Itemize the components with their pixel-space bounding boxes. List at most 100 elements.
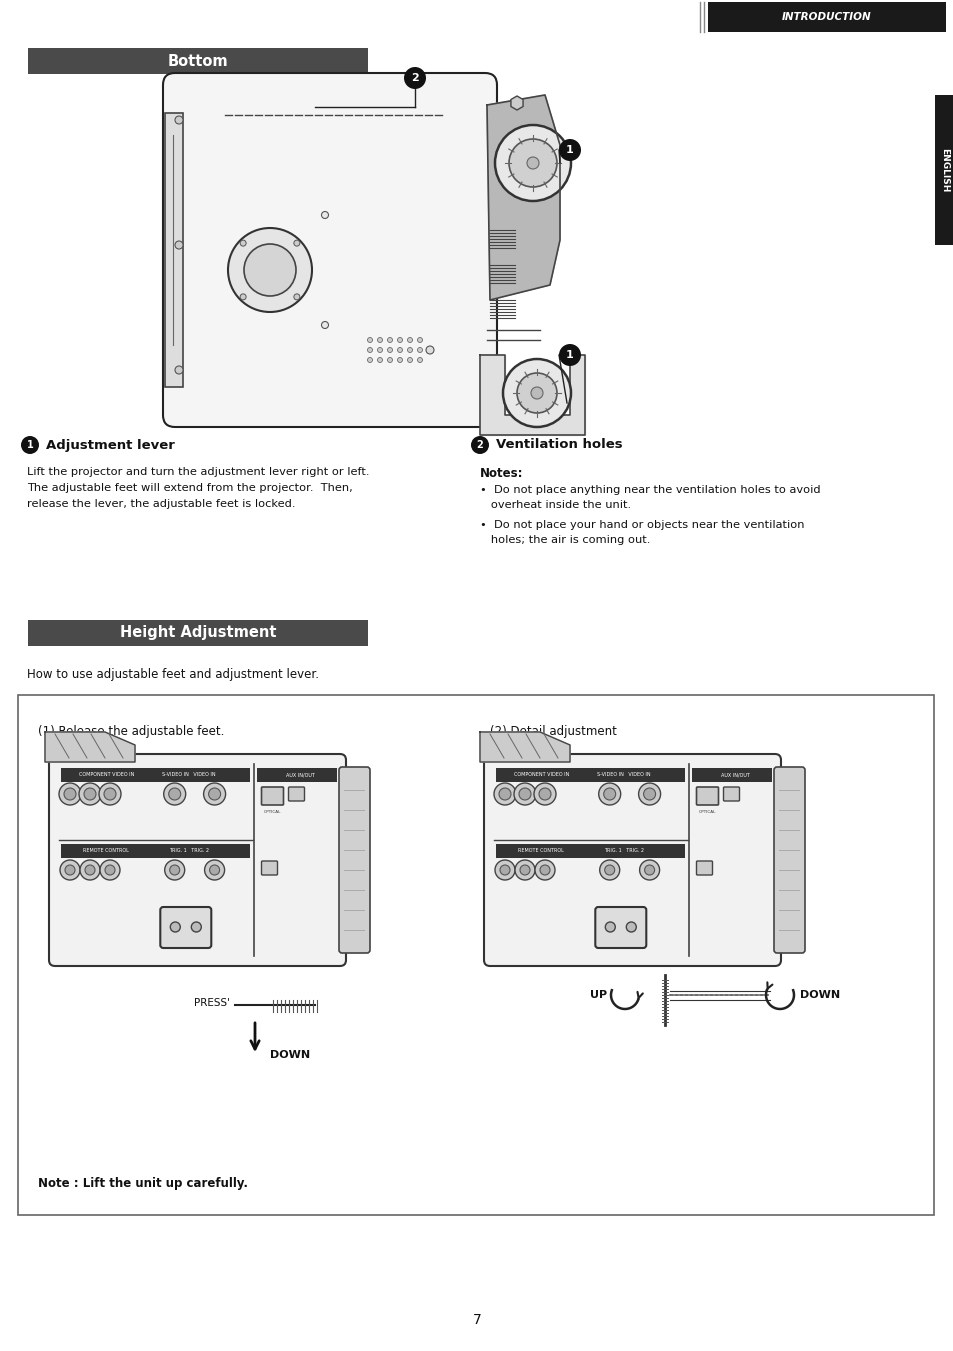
Text: S-VIDEO IN   VIDEO IN: S-VIDEO IN VIDEO IN bbox=[597, 773, 650, 777]
Circle shape bbox=[105, 865, 115, 875]
Circle shape bbox=[79, 784, 101, 805]
Text: TRIG. 1   TRIG. 2: TRIG. 1 TRIG. 2 bbox=[603, 848, 643, 854]
Circle shape bbox=[643, 788, 655, 800]
Circle shape bbox=[397, 358, 402, 362]
FancyBboxPatch shape bbox=[338, 767, 370, 952]
Circle shape bbox=[367, 358, 372, 362]
Circle shape bbox=[407, 347, 412, 353]
Circle shape bbox=[174, 116, 183, 124]
FancyBboxPatch shape bbox=[61, 767, 251, 782]
Circle shape bbox=[210, 865, 219, 875]
Text: How to use adjustable feet and adjustment lever.: How to use adjustable feet and adjustmen… bbox=[27, 667, 318, 681]
Circle shape bbox=[60, 861, 80, 880]
FancyBboxPatch shape bbox=[773, 767, 804, 952]
Text: Notes:: Notes: bbox=[479, 467, 523, 480]
Text: REMOTE CONTROL: REMOTE CONTROL bbox=[517, 848, 563, 854]
Circle shape bbox=[80, 861, 100, 880]
Text: DOWN: DOWN bbox=[800, 990, 840, 1000]
FancyBboxPatch shape bbox=[707, 1, 945, 32]
Circle shape bbox=[625, 921, 636, 932]
Polygon shape bbox=[479, 355, 584, 435]
Circle shape bbox=[209, 788, 220, 800]
Circle shape bbox=[294, 295, 299, 300]
Circle shape bbox=[604, 865, 614, 875]
FancyBboxPatch shape bbox=[722, 788, 739, 801]
Circle shape bbox=[84, 788, 96, 800]
Circle shape bbox=[598, 784, 620, 805]
Circle shape bbox=[59, 784, 81, 805]
Circle shape bbox=[639, 861, 659, 880]
Text: OPTICAL: OPTICAL bbox=[264, 811, 281, 815]
Circle shape bbox=[170, 865, 179, 875]
Text: overheat inside the unit.: overheat inside the unit. bbox=[479, 500, 631, 509]
Circle shape bbox=[367, 338, 372, 343]
FancyBboxPatch shape bbox=[165, 113, 183, 386]
Text: 1: 1 bbox=[565, 145, 574, 155]
Circle shape bbox=[174, 366, 183, 374]
Text: UP: UP bbox=[589, 990, 606, 1000]
Circle shape bbox=[538, 788, 551, 800]
Text: REMOTE CONTROL: REMOTE CONTROL bbox=[83, 848, 129, 854]
FancyBboxPatch shape bbox=[261, 788, 283, 805]
Text: Height Adjustment: Height Adjustment bbox=[120, 626, 276, 640]
Circle shape bbox=[471, 436, 489, 454]
Circle shape bbox=[203, 784, 225, 805]
Circle shape bbox=[495, 861, 515, 880]
Text: 7: 7 bbox=[472, 1313, 481, 1327]
Circle shape bbox=[644, 865, 654, 875]
FancyBboxPatch shape bbox=[483, 754, 781, 966]
Circle shape bbox=[85, 865, 95, 875]
Circle shape bbox=[192, 921, 201, 932]
Text: (2) Detail adjustment: (2) Detail adjustment bbox=[490, 725, 617, 738]
Text: OPTICAL: OPTICAL bbox=[699, 811, 716, 815]
Circle shape bbox=[294, 240, 299, 246]
Circle shape bbox=[603, 788, 615, 800]
Circle shape bbox=[417, 338, 422, 343]
Circle shape bbox=[377, 347, 382, 353]
Text: 1: 1 bbox=[565, 350, 574, 359]
FancyBboxPatch shape bbox=[934, 95, 953, 245]
Circle shape bbox=[526, 157, 538, 169]
Circle shape bbox=[502, 359, 571, 427]
Text: Adjustment lever: Adjustment lever bbox=[46, 439, 174, 451]
Circle shape bbox=[228, 228, 312, 312]
Text: INTRODUCTION: INTRODUCTION bbox=[781, 12, 871, 22]
Circle shape bbox=[65, 865, 75, 875]
Circle shape bbox=[174, 240, 183, 249]
Circle shape bbox=[509, 139, 557, 186]
Circle shape bbox=[377, 338, 382, 343]
FancyBboxPatch shape bbox=[163, 73, 497, 427]
Circle shape bbox=[539, 865, 550, 875]
Circle shape bbox=[535, 861, 555, 880]
Circle shape bbox=[531, 386, 542, 399]
Circle shape bbox=[100, 861, 120, 880]
Circle shape bbox=[407, 338, 412, 343]
Circle shape bbox=[417, 358, 422, 362]
Text: Lift the projector and turn the adjustment lever right or left.: Lift the projector and turn the adjustme… bbox=[27, 467, 369, 477]
Circle shape bbox=[64, 788, 76, 800]
Text: Ventilation holes: Ventilation holes bbox=[496, 439, 622, 451]
Circle shape bbox=[515, 861, 535, 880]
Text: AUX IN/OUT: AUX IN/OUT bbox=[286, 773, 314, 777]
Circle shape bbox=[519, 865, 530, 875]
FancyBboxPatch shape bbox=[696, 861, 712, 875]
FancyBboxPatch shape bbox=[257, 767, 336, 782]
Circle shape bbox=[367, 347, 372, 353]
Circle shape bbox=[104, 788, 116, 800]
Circle shape bbox=[403, 68, 426, 89]
Text: holes; the air is coming out.: holes; the air is coming out. bbox=[479, 535, 650, 544]
Circle shape bbox=[387, 338, 392, 343]
Circle shape bbox=[638, 784, 659, 805]
Circle shape bbox=[407, 358, 412, 362]
Circle shape bbox=[99, 784, 121, 805]
FancyBboxPatch shape bbox=[692, 767, 771, 782]
FancyBboxPatch shape bbox=[261, 861, 277, 875]
Circle shape bbox=[387, 358, 392, 362]
Circle shape bbox=[417, 347, 422, 353]
Circle shape bbox=[240, 240, 246, 246]
Text: The adjustable feet will extend from the projector.  Then,: The adjustable feet will extend from the… bbox=[27, 484, 353, 493]
FancyBboxPatch shape bbox=[18, 694, 933, 1215]
FancyBboxPatch shape bbox=[595, 907, 645, 948]
Text: AUX IN/OUT: AUX IN/OUT bbox=[720, 773, 749, 777]
Circle shape bbox=[204, 861, 224, 880]
